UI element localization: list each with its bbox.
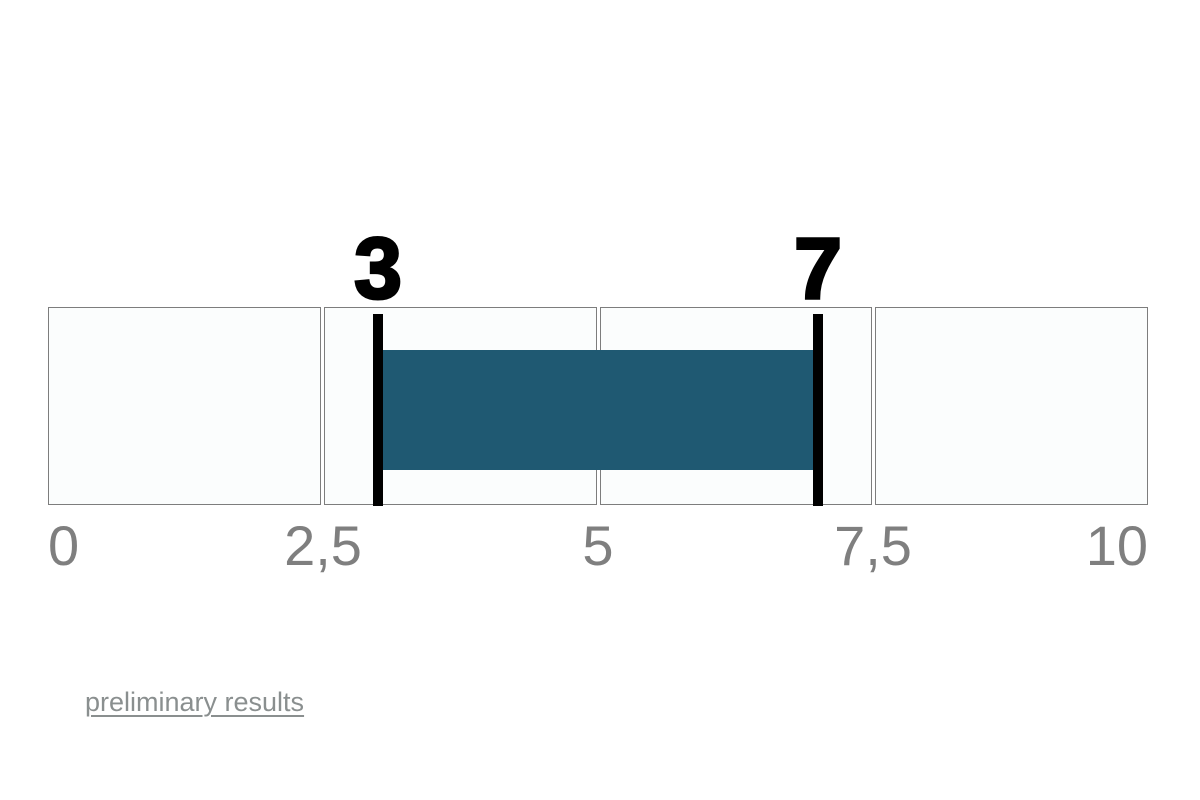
range-marker-start [373,314,383,506]
axis-tick-label: 0 [48,514,80,577]
marker-value-label: 3 [353,221,404,317]
axis-tick-label: 5 [582,514,614,577]
axis-tick-label: 2,5 [284,514,362,577]
axis-tick-label: 10 [1085,514,1148,577]
marker-value-label: 7 [793,221,844,317]
range-chart: 3 7 0 2,5 5 7,5 10 [48,0,1148,800]
axis-tick-label: 7,5 [834,514,912,577]
range-marker-end [813,314,823,506]
preliminary-results-link[interactable]: preliminary results [85,687,305,717]
scale-segment [875,307,1148,505]
selected-range-bar [378,350,818,470]
scale-segment [48,307,321,505]
